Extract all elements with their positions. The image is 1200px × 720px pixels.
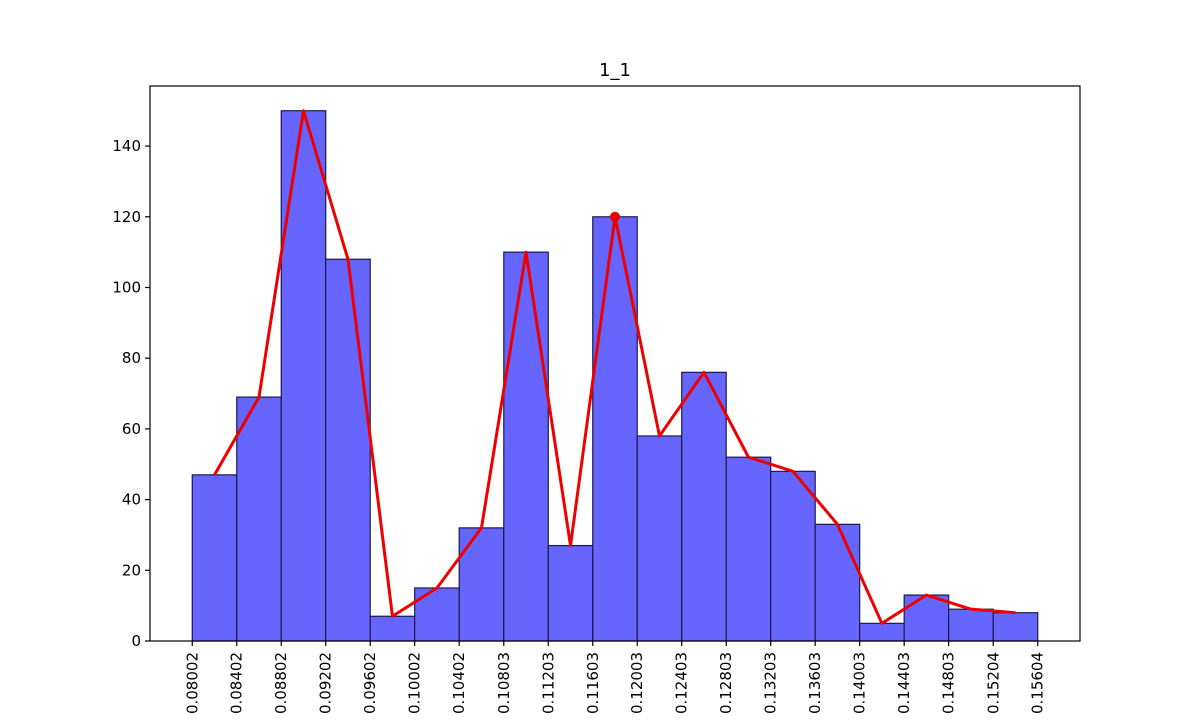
x-tick-label: 0.10002 [406, 652, 424, 714]
histogram-bar [458, 527, 505, 642]
x-tick-label: 0.12803 [717, 652, 735, 714]
histogram-bar [725, 456, 772, 642]
axes-layer: 0 20 40 60 80 100 120 140 0.08002 0.08402 0.08802 0… [112, 85, 1081, 714]
x-tick-label: 0.14403 [895, 652, 913, 714]
histogram-bar [592, 216, 638, 642]
x-tick-label: 0.08802 [272, 652, 290, 714]
x-tick-label: 0.14003 [851, 652, 869, 714]
histogram-bar [903, 594, 950, 642]
bars-layer [191, 110, 1039, 642]
y-tick-label: 0 [131, 632, 141, 650]
curve-layer [213, 109, 1016, 625]
x-tick-label: 0.12403 [673, 652, 691, 714]
histogram-bar [948, 608, 994, 642]
y-tick-label: 140 [112, 137, 141, 155]
histogram-bar [859, 622, 905, 642]
histogram-bar [191, 474, 238, 642]
x-tick-label: 0.13203 [762, 652, 780, 714]
histogram-bar [414, 587, 460, 642]
marked-point [610, 211, 620, 222]
x-tick-label: 0.08002 [183, 652, 201, 714]
y-tick-label: 80 [122, 349, 141, 367]
histogram-bar [369, 615, 416, 642]
x-tick-label: 0.11203 [539, 652, 557, 714]
x-tick-label: 0.10803 [495, 652, 513, 714]
x-tick-label: 0.13603 [806, 652, 824, 714]
x-tick-label: 0.08402 [228, 652, 246, 714]
y-tick-label: 60 [122, 420, 141, 438]
chart-title: 1_1 [599, 60, 631, 81]
y-tick-label: 120 [112, 208, 141, 226]
histogram-bar [325, 258, 371, 642]
axes-frame [149, 85, 1081, 642]
x-tick-label: 0.14803 [940, 652, 958, 714]
y-tick-label: 20 [122, 561, 141, 579]
histogram-bar [503, 251, 549, 642]
y-tick-label: 40 [122, 491, 141, 509]
histogram-bar [236, 396, 282, 642]
x-tick-label: 0.09602 [361, 652, 379, 714]
histogram-bar [814, 523, 861, 642]
histogram-bar [770, 470, 816, 642]
y-tick-label: 100 [112, 278, 141, 296]
histogram-bar [636, 435, 683, 642]
x-tick-label: 0.12003 [628, 652, 646, 714]
histogram-bar [547, 544, 594, 642]
x-tick-label: 0.09202 [317, 652, 335, 714]
x-tick-label: 0.10402 [450, 652, 468, 714]
x-tick-label: 0.11603 [584, 652, 602, 714]
histogram-bar [992, 612, 1039, 642]
histogram-bar [681, 371, 727, 642]
histogram-bar [280, 110, 327, 642]
x-tick-label: 0.15604 [1029, 652, 1047, 714]
x-tick-label: 0.15204 [984, 652, 1002, 714]
